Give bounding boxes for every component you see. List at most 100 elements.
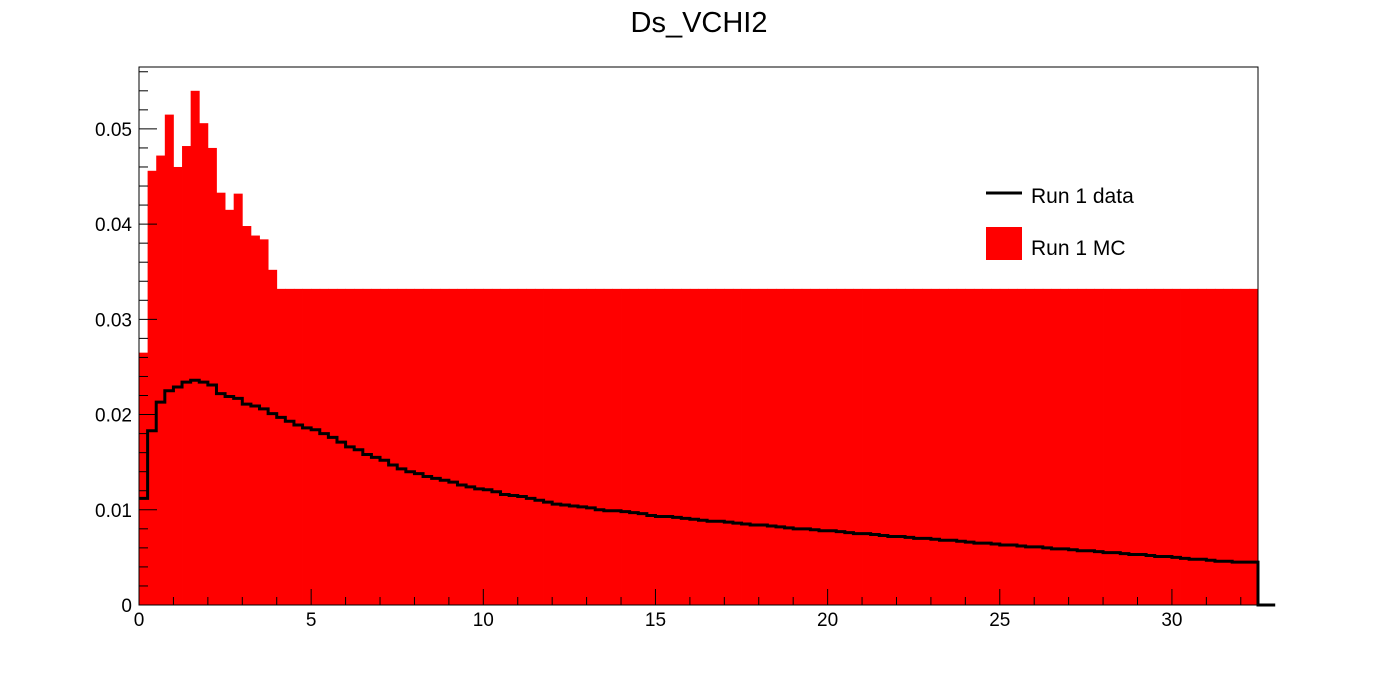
- mc-bar: [1232, 288, 1242, 605]
- mc-bar: [311, 288, 321, 605]
- mc-bar: [853, 288, 863, 605]
- mc-bar: [190, 90, 200, 605]
- mc-bar: [681, 288, 691, 605]
- mc-bar: [836, 288, 846, 605]
- mc-bar: [784, 288, 794, 605]
- mc-bar: [870, 288, 880, 605]
- mc-bar: [724, 288, 734, 605]
- mc-bar: [810, 288, 820, 605]
- mc-bar: [569, 288, 579, 605]
- mc-series-bars: [139, 90, 1259, 606]
- data-series-step-line: [139, 378, 1276, 607]
- mc-bar: [1042, 288, 1052, 605]
- mc-bar: [801, 288, 811, 605]
- mc-bar: [844, 288, 854, 605]
- mc-bar: [1025, 288, 1035, 605]
- x-tick-label: 20: [817, 610, 838, 631]
- mc-bar: [534, 288, 544, 605]
- mc-bar: [276, 288, 286, 605]
- mc-bar: [405, 288, 415, 605]
- mc-bar: [552, 288, 562, 605]
- mc-bar: [1197, 288, 1207, 605]
- mc-bar: [595, 288, 605, 605]
- mc-bar: [577, 288, 587, 605]
- x-tick-label: 10: [473, 610, 494, 631]
- mc-bar: [905, 288, 915, 605]
- mc-bar: [1111, 288, 1121, 605]
- mc-bar: [250, 235, 260, 606]
- mc-bar: [225, 209, 235, 605]
- mc-bar: [758, 288, 768, 605]
- mc-bar: [1120, 288, 1130, 605]
- mc-bar: [285, 288, 295, 605]
- mc-bar: [560, 288, 570, 605]
- y-axis: 0 0.01 0.02 0.03 0.04 0.05: [95, 71, 157, 617]
- mc-bar: [1146, 288, 1156, 605]
- mc-bar: [336, 288, 346, 605]
- mc-bar: [268, 269, 278, 605]
- mc-bar: [293, 288, 303, 605]
- mc-bar: [887, 288, 897, 605]
- mc-bar: [732, 288, 742, 605]
- mc-bar: [913, 288, 923, 605]
- mc-bar: [328, 288, 338, 605]
- mc-bar: [689, 288, 699, 605]
- legend: Run 1 data Run 1 MC: [986, 185, 1134, 260]
- mc-bar: [1016, 288, 1026, 605]
- mc-bar: [629, 288, 639, 605]
- y-tick-label: 0.03: [95, 310, 132, 331]
- mc-bar: [139, 352, 149, 605]
- mc-bar: [147, 170, 157, 606]
- mc-bar: [1154, 288, 1164, 605]
- mc-bar: [431, 288, 441, 605]
- mc-bar: [182, 146, 192, 605]
- mc-bar: [509, 288, 519, 605]
- mc-bar: [371, 288, 381, 605]
- chart-title: Ds_VCHI2: [631, 7, 768, 39]
- mc-bar: [715, 288, 725, 605]
- mc-bar: [526, 288, 536, 605]
- mc-bar: [672, 288, 682, 605]
- mc-bar: [543, 288, 553, 605]
- legend-swatch-mc: [986, 227, 1022, 260]
- mc-bar: [750, 288, 760, 605]
- mc-bar: [1214, 288, 1224, 605]
- mc-bar: [380, 288, 390, 605]
- mc-bar: [664, 288, 674, 605]
- mc-bar: [793, 288, 803, 605]
- mc-bar: [965, 288, 975, 605]
- mc-bar: [1060, 288, 1070, 605]
- mc-bar: [698, 288, 708, 605]
- mc-bar: [164, 114, 174, 606]
- mc-bar: [999, 288, 1009, 605]
- mc-bar: [199, 123, 209, 606]
- x-tick-label: 15: [645, 610, 666, 631]
- y-tick-label: 0.04: [95, 215, 132, 236]
- mc-bar: [1171, 288, 1181, 605]
- mc-bar: [1206, 288, 1216, 605]
- legend-label-data: Run 1 data: [1031, 185, 1134, 208]
- mc-bar: [1068, 288, 1078, 605]
- mc-bar: [612, 288, 622, 605]
- mc-bar: [397, 288, 407, 605]
- y-tick-label: 0.02: [95, 406, 132, 427]
- mc-bar: [586, 288, 596, 605]
- mc-bar: [414, 288, 424, 605]
- mc-bar: [1034, 288, 1044, 605]
- mc-bar: [982, 288, 992, 605]
- mc-bar: [319, 288, 329, 605]
- mc-bar: [302, 288, 312, 605]
- mc-bar: [655, 288, 665, 605]
- mc-bar: [621, 288, 631, 605]
- mc-bar: [362, 288, 372, 605]
- mc-bar: [879, 288, 889, 605]
- y-tick-label: 0: [121, 596, 132, 617]
- mc-bar: [939, 288, 949, 605]
- mc-bar: [440, 288, 450, 605]
- mc-bar: [474, 288, 484, 605]
- mc-bar: [930, 288, 940, 605]
- mc-bar: [741, 288, 751, 605]
- mc-bar: [388, 288, 398, 605]
- mc-bar: [457, 288, 467, 605]
